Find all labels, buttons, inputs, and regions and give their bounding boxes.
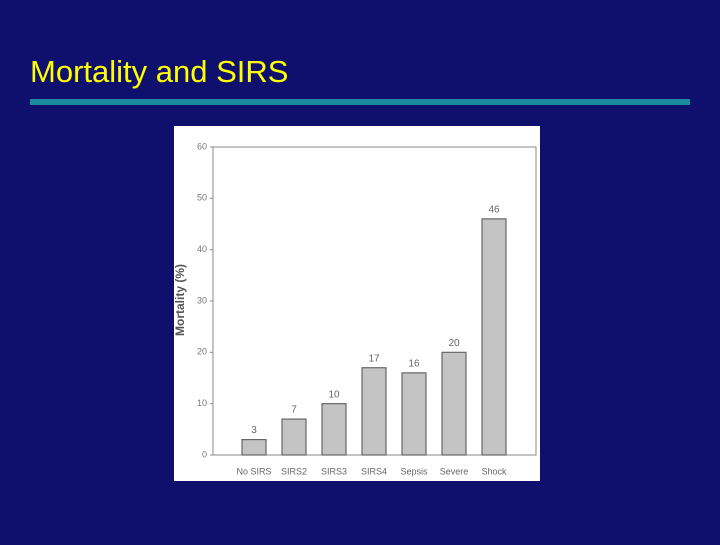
value-label: 17 <box>368 353 380 364</box>
bar <box>401 372 427 456</box>
y-tick-label: 50 <box>197 193 207 203</box>
y-tick-label: 40 <box>197 244 207 254</box>
y-tick-label: 10 <box>197 398 207 408</box>
x-tick-label: SIRS3 <box>321 466 347 476</box>
slide-title: Mortality and SIRS <box>30 54 288 89</box>
y-tick-label: 60 <box>197 141 207 151</box>
value-label: 7 <box>291 405 297 416</box>
title-underline <box>30 99 690 105</box>
x-tick-label: SIRS4 <box>361 466 387 476</box>
bar <box>441 351 467 456</box>
value-label: 10 <box>328 389 340 400</box>
y-tick-label: 30 <box>197 295 207 305</box>
bar <box>241 439 267 456</box>
x-tick-label: Sepsis <box>400 466 428 476</box>
x-tick-label: Shock <box>481 466 507 476</box>
bar <box>281 418 307 456</box>
x-tick-label: Severe <box>440 466 469 476</box>
bar <box>361 367 387 456</box>
chart-panel <box>174 126 540 481</box>
bar <box>481 218 507 456</box>
value-label: 20 <box>448 338 460 349</box>
value-label: 46 <box>488 205 500 216</box>
x-tick-label: SIRS2 <box>281 466 307 476</box>
value-label: 16 <box>408 359 420 370</box>
y-axis-label: Mortality (%) <box>173 264 187 336</box>
y-tick-label: 0 <box>202 449 207 459</box>
value-label: 3 <box>251 425 257 436</box>
x-tick-label: No SIRS <box>236 466 271 476</box>
y-tick-label: 20 <box>197 347 207 357</box>
bar <box>321 403 347 456</box>
